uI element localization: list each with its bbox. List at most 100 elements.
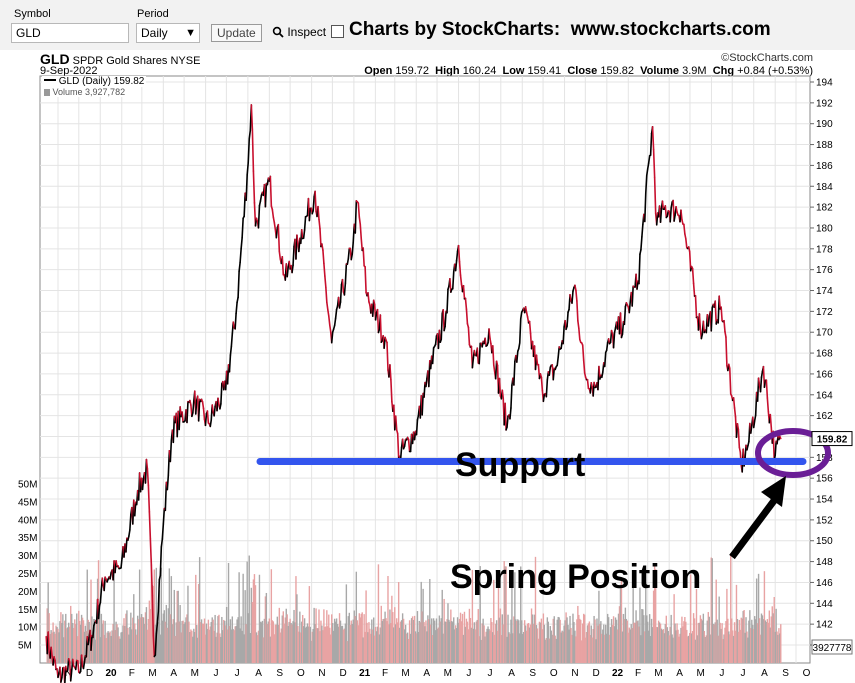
volume-bar: [561, 630, 563, 663]
volume-bar: [292, 621, 294, 663]
volume-bar: [449, 621, 451, 663]
price-line-segment: [431, 347, 435, 365]
volume-bar: [108, 632, 110, 663]
spring-arrow-head: [761, 476, 786, 507]
volume-bar: [434, 630, 437, 663]
x-tick-label: M: [444, 668, 452, 679]
volume-bar: [558, 617, 560, 663]
volume-bar: [519, 633, 521, 663]
volume-bar: [664, 624, 667, 663]
volume-bar: [122, 625, 124, 663]
volume-tick-label: 40M: [18, 515, 37, 526]
y-tick-label: 178: [816, 244, 833, 255]
volume-bar: [670, 614, 672, 663]
y-tick-label: 152: [816, 515, 833, 526]
volume-bar: [389, 609, 391, 663]
search-icon: [272, 26, 284, 38]
volume-bar: [194, 632, 196, 663]
volume-bar: [131, 629, 133, 663]
volume-bar: [167, 608, 170, 663]
volume-bar: [283, 623, 285, 663]
volume-bar: [301, 621, 303, 663]
volume-bar: [441, 589, 443, 663]
inspect-checkbox[interactable]: [331, 25, 344, 38]
volume-bar: [738, 619, 741, 663]
price-line-segment: [69, 669, 73, 682]
price-line-segment: [300, 228, 304, 240]
volume-bar: [682, 626, 684, 663]
volume-bar: [567, 624, 569, 663]
price-line-segment: [728, 367, 732, 395]
volume-bar: [504, 566, 506, 663]
volume-bar: [300, 632, 302, 663]
volume-bar: [394, 607, 396, 663]
volume-bar: [128, 634, 130, 663]
volume-bar: [746, 631, 748, 663]
x-tick-label: A: [423, 668, 430, 679]
volume-bar: [455, 628, 458, 663]
price-line-segment: [415, 419, 419, 436]
inspect-toggle[interactable]: Inspect: [272, 25, 326, 39]
volume-bar: [676, 623, 678, 663]
volume-bar: [143, 623, 146, 663]
volume-bar: [101, 623, 103, 663]
volume-bar: [493, 579, 495, 663]
price-line-segment: [97, 605, 101, 620]
volume-bar: [471, 569, 474, 663]
price-line-segment: [694, 295, 698, 319]
volume-bar: [692, 613, 695, 663]
y-tick-label: 142: [816, 620, 833, 631]
volume-bar: [50, 630, 52, 663]
volume-bar: [573, 621, 575, 663]
volume-bar: [435, 618, 438, 663]
price-line-segment: [120, 557, 123, 569]
volume-bar: [304, 627, 307, 663]
update-button[interactable]: Update: [211, 24, 262, 42]
price-line-segment: [488, 328, 491, 340]
price-line-segment: [763, 379, 767, 389]
volume-bar: [452, 622, 454, 663]
volume-bar: [582, 623, 584, 663]
volume-bar: [354, 615, 356, 663]
volume-bar: [733, 622, 736, 663]
volume-bar: [657, 620, 660, 663]
volume-bar: [605, 633, 608, 663]
toolbar: Symbol GLD Period Daily ▼ Update Inspect…: [0, 0, 855, 50]
volume-bar: [378, 634, 381, 663]
price-line-segment: [379, 314, 383, 343]
price-line-segment: [516, 350, 519, 363]
price-line-segment: [235, 301, 238, 315]
symbol-input[interactable]: GLD: [11, 23, 129, 43]
volume-bar: [703, 630, 706, 663]
volume-bar: [390, 623, 392, 663]
volume-bar: [546, 617, 549, 663]
price-line-segment: [334, 308, 338, 320]
volume-bar: [580, 619, 582, 663]
volume-bar: [290, 622, 292, 663]
volume-value: 3.9M: [682, 65, 707, 77]
volume-bar: [672, 637, 674, 663]
volume-bar: [723, 634, 725, 663]
volume-bar: [658, 622, 661, 663]
price-line-segment: [351, 241, 355, 256]
volume-bar: [107, 631, 109, 663]
price-line-segment: [732, 397, 736, 409]
volume-bar: [554, 635, 556, 663]
volume-bar: [762, 619, 765, 663]
x-tick-label: J: [719, 668, 724, 679]
volume-bar: [537, 638, 540, 663]
volume-bar: [667, 630, 669, 663]
price-line-segment: [714, 300, 718, 325]
volume-bar: [739, 629, 741, 663]
volume-bar: [479, 566, 481, 663]
price-line-segment: [725, 336, 728, 367]
volume-bar: [489, 630, 491, 663]
volume-bar: [418, 620, 421, 663]
period-select[interactable]: Daily ▼: [136, 23, 200, 43]
volume-bar: [656, 626, 658, 663]
volume-bar: [382, 619, 384, 663]
volume-bar: [65, 613, 67, 663]
volume-bar: [229, 619, 232, 663]
volume-bar: [501, 614, 503, 663]
volume-bar: [138, 569, 141, 663]
